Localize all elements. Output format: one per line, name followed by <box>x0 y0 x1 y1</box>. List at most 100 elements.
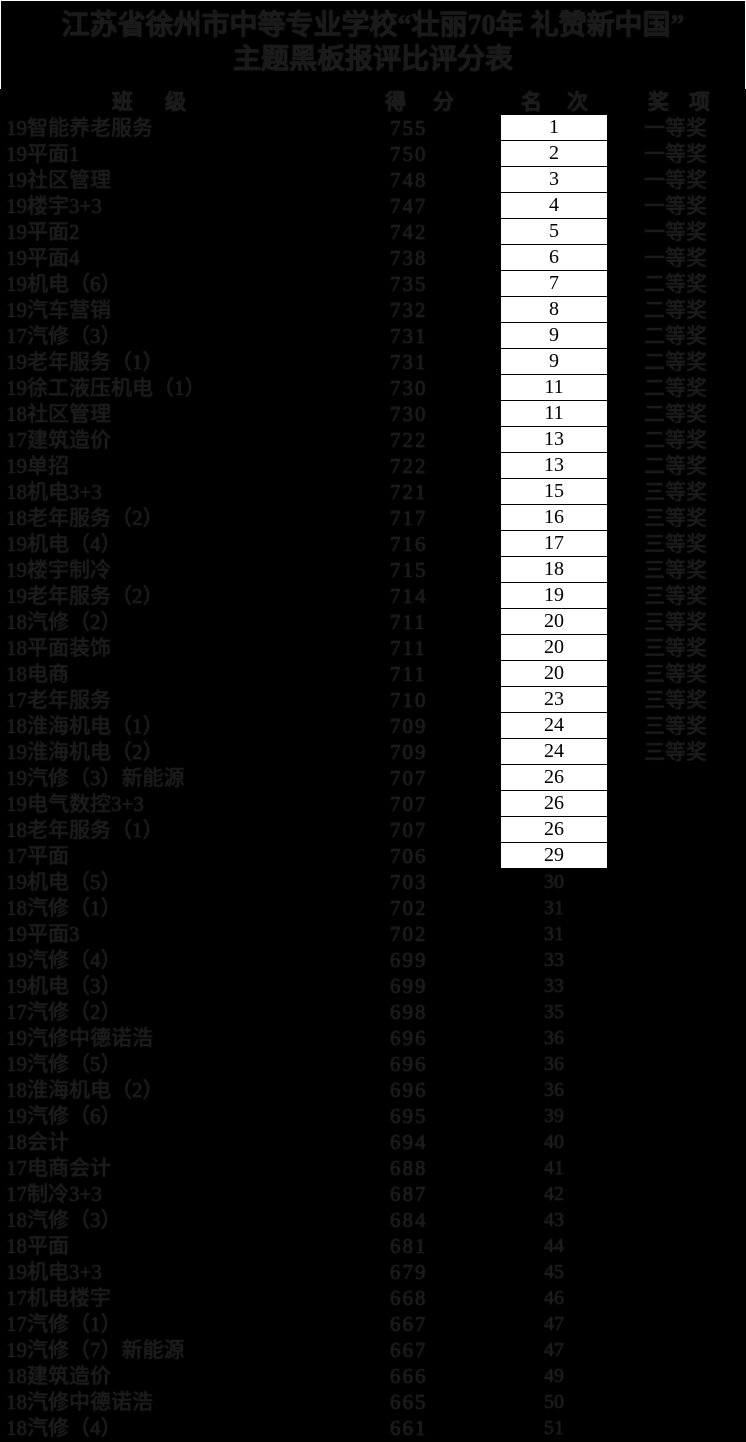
score-cell: 711 <box>390 662 427 686</box>
table-row: 19楼宇3+3 747 4 一等奖 <box>0 193 746 219</box>
table-row: 19汽修（6） 695 39 <box>0 1103 746 1129</box>
rank-cell: 41 <box>544 1157 564 1179</box>
class-cell: 17制冷3+3 <box>6 1182 102 1206</box>
class-cell: 19汽修（7）新能源 <box>6 1338 185 1362</box>
rank-cell: 11 <box>501 401 607 427</box>
rank-cell: 2 <box>501 141 607 167</box>
sheet-title: 江苏省徐州市中等专业学校“壮丽70年 礼赞新中国” 主题黑板报评比评分表 <box>0 0 746 89</box>
table-row: 19楼宇制冷 715 18 三等奖 <box>0 557 746 583</box>
award-cell: 一等奖 <box>644 194 707 218</box>
score-cell: 699 <box>390 948 428 972</box>
class-cell: 18平面装饰 <box>6 636 111 660</box>
score-cell: 696 <box>390 1026 428 1050</box>
table-row: 18平面 681 44 <box>0 1233 746 1259</box>
table-row: 17汽修（3） 731 9 二等奖 <box>0 323 746 349</box>
table-row: 17汽修（2） 698 35 <box>0 999 746 1025</box>
score-cell: 715 <box>390 558 428 582</box>
class-cell: 17建筑造价 <box>6 428 111 452</box>
rank-cell: 39 <box>544 1105 564 1127</box>
class-cell: 19单招 <box>6 454 69 478</box>
rank-cell: 50 <box>544 1391 564 1413</box>
award-cell: 二等奖 <box>644 402 707 426</box>
award-cell: 一等奖 <box>644 116 707 140</box>
rank-cell: 7 <box>501 271 607 297</box>
class-cell: 17汽修（1） <box>6 1312 122 1336</box>
class-cell: 17机电楼宇 <box>6 1286 111 1310</box>
class-cell: 18汽修（4） <box>6 1416 122 1440</box>
table-row: 19平面2 742 5 一等奖 <box>0 219 746 245</box>
rank-cell: 26 <box>501 817 607 843</box>
class-cell: 17电商会计 <box>6 1156 111 1180</box>
award-cell: 三等奖 <box>644 610 707 634</box>
rank-cell: 47 <box>544 1313 564 1335</box>
class-cell: 19汽修中德诺浩 <box>6 1026 153 1050</box>
class-cell: 18淮海机电（2） <box>6 1078 164 1102</box>
table-row: 18平面装饰 711 20 三等奖 <box>0 635 746 661</box>
table-row: 18建筑造价 666 49 <box>0 1363 746 1389</box>
rank-cell: 24 <box>501 713 607 739</box>
class-cell: 19电气数控3+3 <box>6 792 144 816</box>
table-row: 19淮海机电（2） 709 24 三等奖 <box>0 739 746 765</box>
table-row: 19智能养老服务 755 1 一等奖 <box>0 115 746 141</box>
award-cell: 三等奖 <box>644 688 707 712</box>
class-cell: 18汽修（2） <box>6 610 122 634</box>
class-cell: 18汽修（1） <box>6 896 122 920</box>
score-cell: 695 <box>390 1104 428 1128</box>
score-cell: 711 <box>390 610 427 634</box>
class-cell: 18老年服务（1） <box>6 818 164 842</box>
rank-cell: 13 <box>501 427 607 453</box>
table-row: 18社区管理 730 11 二等奖 <box>0 401 746 427</box>
score-cell: 665 <box>390 1390 428 1414</box>
rank-cell: 43 <box>544 1209 564 1231</box>
rank-cell: 20 <box>501 609 607 635</box>
score-cell: 666 <box>390 1364 428 1388</box>
award-cell: 二等奖 <box>644 350 707 374</box>
score-cell: 709 <box>390 714 428 738</box>
score-cell: 707 <box>390 792 428 816</box>
score-cell: 731 <box>390 324 428 348</box>
table-row: 18汽修（1） 702 31 <box>0 895 746 921</box>
class-cell: 18机电3+3 <box>6 480 102 504</box>
class-cell: 18建筑造价 <box>6 1364 111 1388</box>
table-row: 19汽修（3）新能源 707 26 <box>0 765 746 791</box>
score-cell: 721 <box>390 480 428 504</box>
title-line-2: 主题黑板报评比评分表 <box>232 44 513 75</box>
class-cell: 19汽修（4） <box>6 948 122 972</box>
class-cell: 19机电（3） <box>6 974 122 998</box>
table-row: 19汽修（5） 696 36 <box>0 1051 746 1077</box>
score-cell: 748 <box>390 168 428 192</box>
score-cell: 750 <box>390 142 428 166</box>
score-cell: 706 <box>390 844 428 868</box>
award-cell: 三等奖 <box>644 740 707 764</box>
table-row: 19机电（4） 716 17 三等奖 <box>0 531 746 557</box>
rank-cell: 19 <box>501 583 607 609</box>
rank-cell: 4 <box>501 193 607 219</box>
award-cell: 二等奖 <box>644 272 707 296</box>
score-cell: 747 <box>390 194 428 218</box>
class-cell: 19汽修（3）新能源 <box>6 766 185 790</box>
column-header-score: 得分 <box>385 90 481 114</box>
rank-cell: 3 <box>501 167 607 193</box>
score-cell: 698 <box>390 1000 428 1024</box>
column-header-class: 班级 <box>112 90 218 114</box>
table-row: 19机电3+3 679 45 <box>0 1259 746 1285</box>
class-cell: 19淮海机电（2） <box>6 740 164 764</box>
table-row: 18淮海机电（1） 709 24 三等奖 <box>0 713 746 739</box>
class-cell: 19平面3 <box>6 922 80 946</box>
column-header-rank: 名次 <box>521 90 613 114</box>
table-row: 18老年服务（1） 707 26 <box>0 817 746 843</box>
score-cell: 711 <box>390 636 427 660</box>
class-cell: 19平面1 <box>6 142 80 166</box>
table-row: 19电气数控3+3 707 26 <box>0 791 746 817</box>
score-cell: 716 <box>390 532 428 556</box>
rank-cell: 24 <box>501 739 607 765</box>
rank-cell: 8 <box>501 297 607 323</box>
class-cell: 18老年服务（2） <box>6 506 164 530</box>
score-cell: 694 <box>390 1130 428 1154</box>
score-cell: 755 <box>390 116 428 140</box>
class-cell: 19平面4 <box>6 246 80 270</box>
rank-cell: 26 <box>501 791 607 817</box>
score-cell: 687 <box>390 1182 428 1206</box>
table-row: 19汽修（7）新能源 667 47 <box>0 1337 746 1363</box>
score-cell: 703 <box>390 870 428 894</box>
